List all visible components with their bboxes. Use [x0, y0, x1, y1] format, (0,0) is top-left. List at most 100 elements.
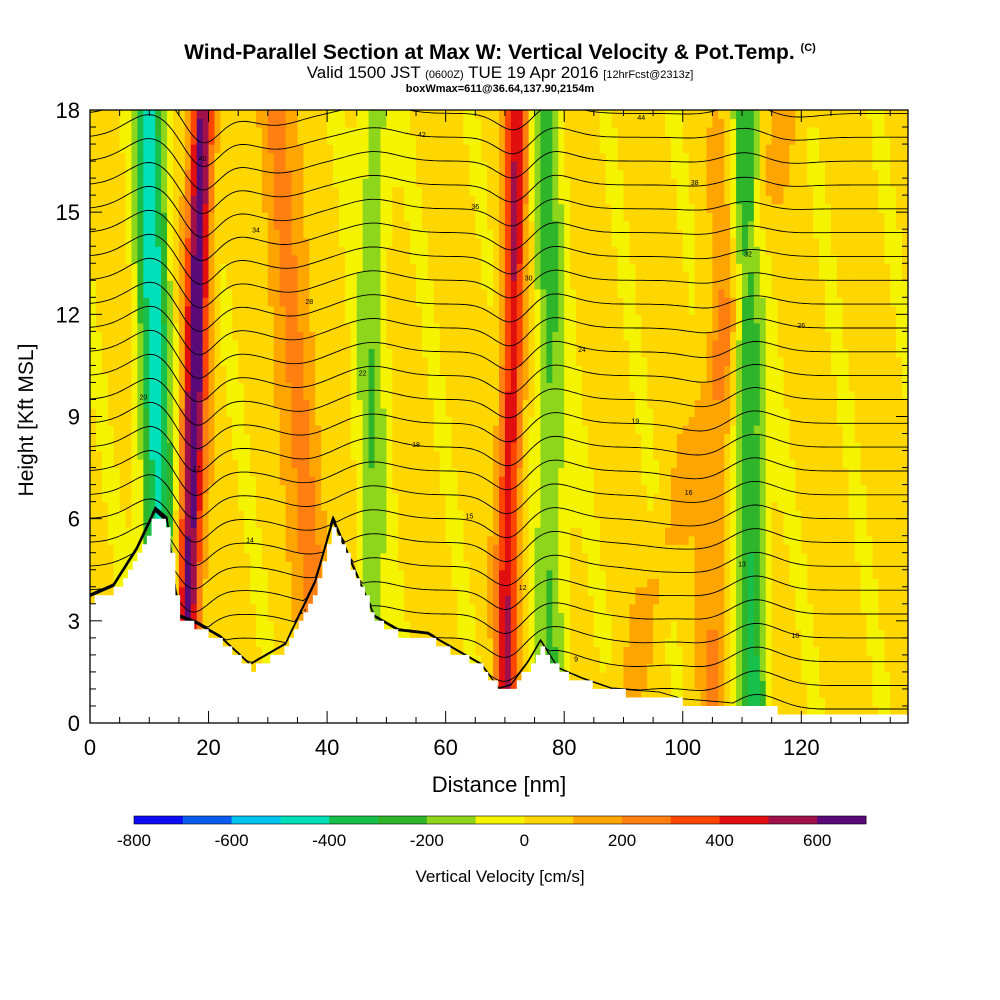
- velocity-cell: [220, 348, 227, 358]
- velocity-cell: [338, 450, 346, 460]
- velocity-cell: [356, 373, 364, 384]
- velocity-cell: [273, 382, 281, 392]
- velocity-cell: [338, 144, 346, 154]
- velocity-cell: [493, 365, 500, 375]
- velocity-cell: [190, 603, 198, 613]
- velocity-cell: [279, 603, 287, 613]
- velocity-cell: [143, 339, 150, 349]
- velocity-cell: [475, 178, 482, 188]
- velocity-cell: [95, 459, 103, 469]
- velocity-cell: [261, 442, 269, 452]
- velocity-cell: [190, 459, 198, 469]
- velocity-cell: [404, 629, 411, 639]
- velocity-cell: [232, 237, 239, 247]
- velocity-cell: [172, 186, 180, 196]
- velocity-cell: [202, 212, 210, 222]
- velocity-cell: [445, 186, 453, 196]
- velocity-cell: [297, 288, 304, 298]
- velocity-cell: [493, 637, 500, 647]
- velocity-cell: [327, 220, 334, 230]
- velocity-cell: [475, 501, 482, 511]
- velocity-cell: [327, 161, 334, 171]
- velocity-cell: [315, 110, 322, 120]
- velocity-cell: [416, 169, 423, 179]
- velocity-cell: [416, 220, 423, 230]
- velocity-cell: [493, 450, 500, 460]
- velocity-cell: [338, 510, 346, 520]
- velocity-cell: [250, 476, 257, 486]
- velocity-cell: [493, 527, 500, 537]
- velocity-cell: [161, 382, 168, 392]
- velocity-cell: [404, 578, 411, 588]
- velocity-cell: [273, 271, 281, 281]
- velocity-cell: [475, 527, 482, 537]
- velocity-cell: [457, 254, 465, 264]
- velocity-cell: [463, 220, 470, 230]
- velocity-cell: [433, 510, 441, 520]
- velocity-cell: [309, 493, 316, 503]
- velocity-cell: [255, 365, 263, 375]
- velocity-cell: [202, 433, 210, 443]
- velocity-cell: [190, 535, 198, 545]
- velocity-cell: [178, 501, 186, 511]
- velocity-cell: [481, 254, 488, 264]
- velocity-cell: [161, 127, 168, 137]
- velocity-cell: [398, 416, 405, 426]
- velocity-cell: [208, 356, 216, 367]
- velocity-cell: [333, 263, 340, 273]
- velocity-cell: [279, 152, 287, 162]
- velocity-cell: [362, 552, 370, 562]
- velocity-cell: [344, 280, 352, 290]
- velocity-cell: [226, 467, 233, 477]
- velocity-cell: [119, 467, 127, 477]
- velocity-cell: [155, 442, 162, 452]
- velocity-cell: [315, 467, 322, 477]
- velocity-cell: [131, 246, 139, 256]
- velocity-cell: [303, 322, 310, 332]
- velocity-cell: [404, 246, 411, 256]
- velocity-cell: [303, 518, 310, 528]
- velocity-cell: [255, 450, 263, 460]
- velocity-cell: [226, 127, 233, 137]
- velocity-cell: [131, 425, 139, 435]
- velocity-cell: [226, 450, 233, 460]
- velocity-cell: [392, 467, 399, 477]
- velocity-cell: [457, 450, 465, 460]
- velocity-cell: [427, 263, 435, 273]
- velocity-cell: [487, 382, 494, 392]
- velocity-cell: [226, 263, 233, 273]
- velocity-cell: [321, 518, 328, 528]
- velocity-cell: [279, 425, 287, 435]
- velocity-cell: [149, 493, 156, 503]
- velocity-cell: [119, 178, 127, 188]
- velocity-cell: [303, 586, 310, 596]
- velocity-cell: [421, 407, 429, 418]
- velocity-cell: [119, 220, 127, 230]
- velocity-cell: [214, 442, 222, 452]
- velocity-cell: [190, 442, 198, 452]
- velocity-cell: [350, 527, 358, 537]
- velocity-cell: [273, 212, 281, 222]
- velocity-cell: [309, 314, 316, 324]
- velocity-cell: [463, 620, 470, 630]
- velocity-cell: [273, 510, 281, 520]
- velocity-cell: [475, 450, 482, 460]
- velocity-cell: [457, 407, 465, 418]
- velocity-cell: [356, 220, 364, 230]
- velocity-cell: [279, 297, 287, 307]
- velocity-cell: [463, 127, 470, 137]
- velocity-cell: [196, 271, 204, 281]
- velocity-cell: [167, 220, 174, 230]
- velocity-cell: [469, 629, 476, 639]
- velocity-cell: [333, 144, 340, 154]
- velocity-cell: [421, 356, 429, 367]
- velocity-cell: [457, 186, 465, 196]
- velocity-cell: [439, 186, 447, 196]
- velocity-cell: [244, 356, 251, 367]
- velocity-cell: [297, 510, 304, 520]
- velocity-cell: [392, 220, 399, 230]
- velocity-cell: [321, 382, 328, 392]
- velocity-cell: [291, 510, 299, 520]
- velocity-cell: [190, 484, 198, 494]
- velocity-cell: [333, 220, 340, 230]
